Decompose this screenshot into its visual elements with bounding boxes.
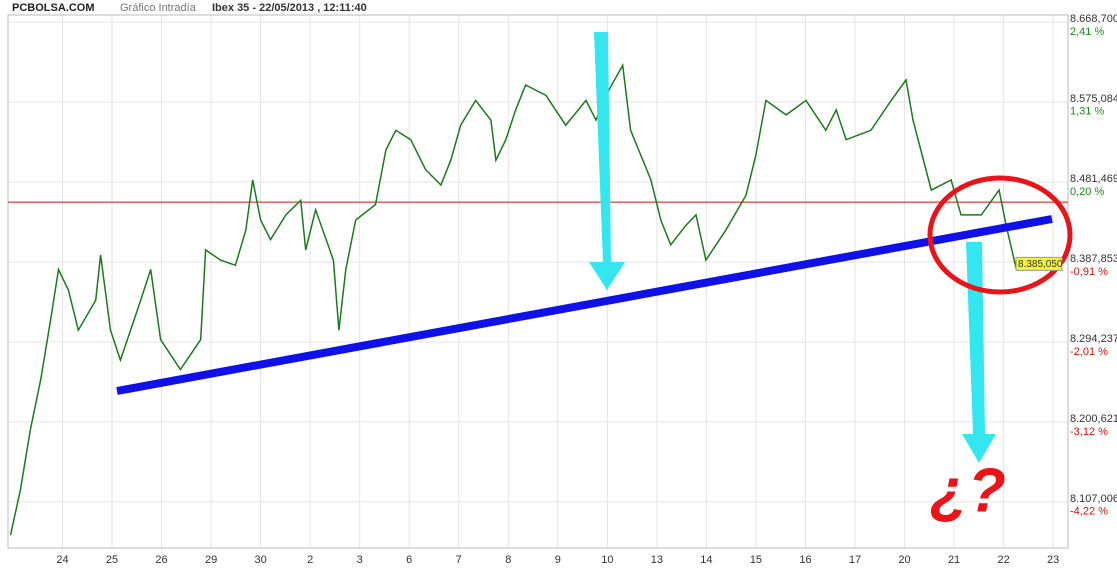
x-tick-label: 23	[1047, 554, 1059, 566]
x-tick-label: 15	[750, 554, 762, 566]
annotation: ¿?	[930, 456, 1006, 525]
y2-tick-label: -0,91 %	[1070, 266, 1108, 278]
y-tick-label: 8.294,237	[1070, 333, 1117, 345]
x-tick-label: 3	[357, 554, 363, 566]
y2-tick-label: 0,20 %	[1070, 186, 1104, 198]
x-tick-label: 14	[700, 554, 712, 566]
last-price-box	[1015, 256, 1063, 271]
y-tick-label: 8.575,084	[1070, 93, 1117, 105]
y-tick-label: 8.668,700	[1070, 13, 1117, 25]
y-tick-label: 8.107,006	[1070, 493, 1117, 505]
x-tick-label: 21	[948, 554, 960, 566]
y-tick-label: 8.200,621	[1070, 413, 1117, 425]
trend-line	[116, 215, 1053, 395]
chart-kind: Gráfico Intradía	[120, 2, 197, 14]
y2-tick-label: 1,31 %	[1070, 106, 1104, 118]
x-tick-label: 17	[849, 554, 861, 566]
x-tick-label: 13	[651, 554, 663, 566]
price-layer	[8, 63, 1068, 536]
last-price-label: 8.385,050	[1018, 259, 1063, 270]
x-tick-label: 9	[555, 554, 561, 566]
y-tick-label: 8.387,853	[1070, 253, 1117, 265]
x-tick-label: 2	[307, 554, 313, 566]
arrow-down	[962, 242, 996, 463]
price-line	[9, 63, 1017, 536]
x-tick-label: 16	[799, 554, 811, 566]
x-tick-label: 8	[505, 554, 511, 566]
x-tick-label: 26	[155, 554, 167, 566]
x-tick-label: 29	[205, 554, 217, 566]
y2-tick-label: -2,01 %	[1070, 346, 1108, 358]
grid	[8, 15, 1068, 548]
site-name: PCBOLSA.COM	[12, 2, 95, 14]
y2-tick-label: 2,41 %	[1070, 26, 1104, 38]
highlight-circle	[927, 175, 1073, 295]
y2-tick-label: -4,22 %	[1070, 506, 1108, 518]
chart-title: Ibex 35 - 22/05/2013 , 12:11:40	[212, 2, 367, 14]
y-tick-label: 8.481,469	[1070, 173, 1117, 185]
x-tick-label: 30	[254, 554, 266, 566]
arrow-down	[589, 32, 625, 290]
x-tick-label: 25	[106, 554, 118, 566]
x-tick-label: 10	[601, 554, 613, 566]
plot-frame	[7, 14, 1069, 549]
x-tick-label: 7	[456, 554, 462, 566]
x-tick-label: 24	[56, 554, 68, 566]
x-tick-label: 6	[406, 554, 412, 566]
x-tick-label: 22	[997, 554, 1009, 566]
x-tick-label: 20	[898, 554, 910, 566]
y2-tick-label: -3,12 %	[1070, 426, 1108, 438]
